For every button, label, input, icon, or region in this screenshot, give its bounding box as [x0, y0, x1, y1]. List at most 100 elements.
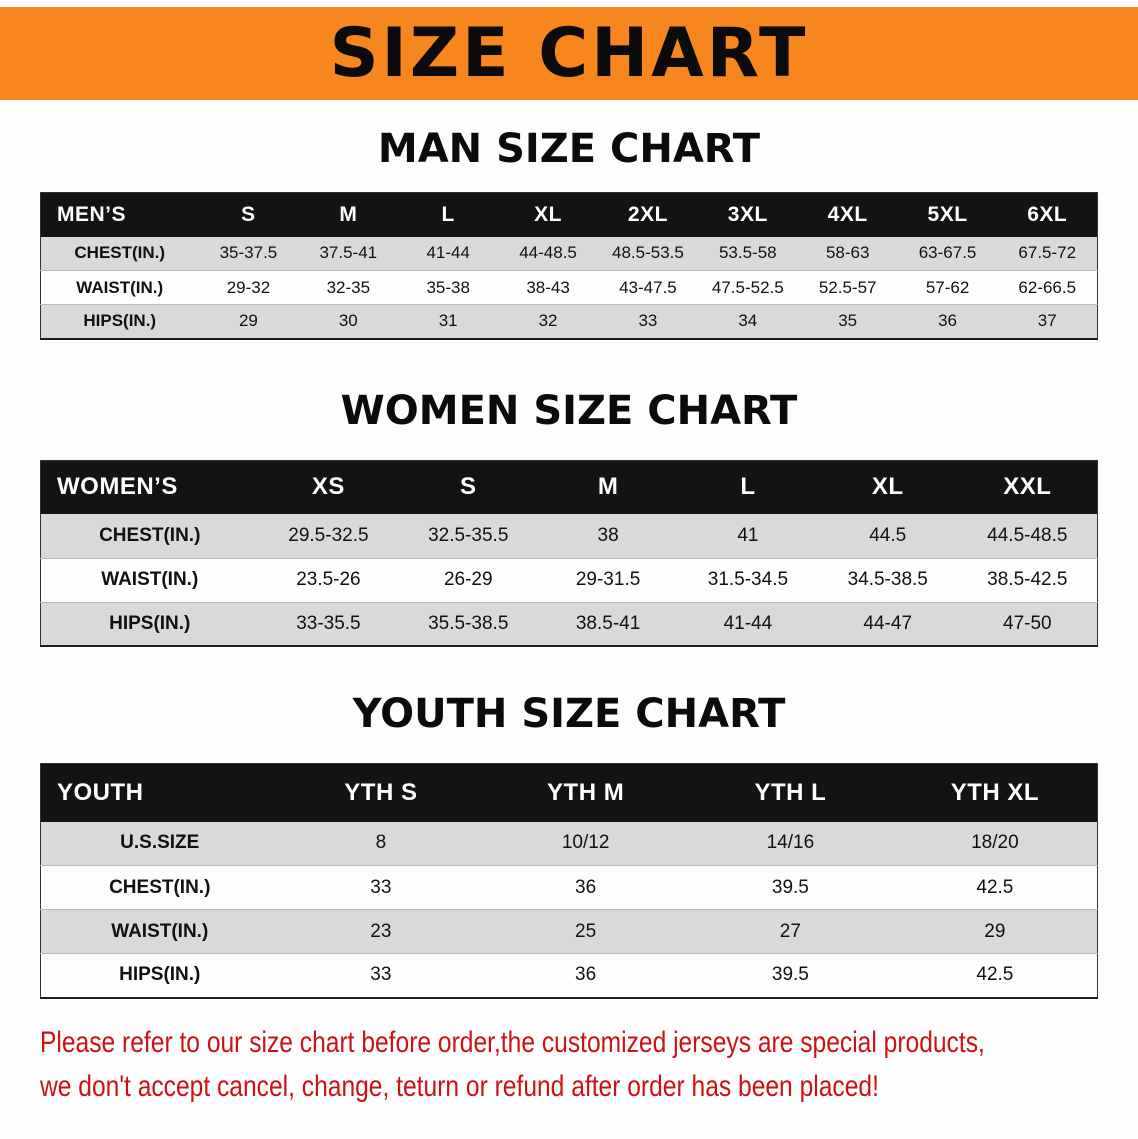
row-label: WAIST(IN.) [76, 277, 164, 297]
men-section: MAN SIZE CHART MEN’S S M L XL 2XL 3XL 4XL 5XL 6XL… [0, 126, 1138, 340]
size-value-cell: 26-29 [443, 569, 493, 590]
size-value-cell: 38.5-41 [575, 612, 641, 634]
youth-size-chart-heading: YOUTH SIZE CHART [352, 691, 786, 737]
size-value-cell: 33 [370, 876, 392, 898]
row-label: CHEST(IN.) [74, 243, 166, 263]
size-column-header: M [538, 460, 678, 514]
size-value-cell: 10/12 [561, 832, 610, 854]
size-value-cell: 32 [538, 311, 558, 331]
size-value-cell: 39.5 [771, 876, 809, 898]
table-row: CHEST(IN.) 29.5-32.5 32.5-35.5 38 41 44.5 44.5… [40, 514, 1098, 558]
youth-size-table: YOUTH YTH S YTH M YTH L YTH XL U.S.SIZE 8 10/12… [40, 763, 1098, 999]
size-value-cell: 25 [575, 920, 597, 942]
size-value-cell: 44.5-48.5 [987, 524, 1068, 546]
size-value-cell: 53.5-58 [718, 243, 777, 263]
size-column-header: S [198, 192, 299, 237]
size-value-cell: 41-44 [723, 612, 773, 634]
size-value-cell: 34 [738, 311, 758, 331]
size-value-cell: 62-66.5 [1018, 277, 1077, 297]
size-column-header: 5XL [897, 192, 998, 237]
size-value-cell: 36 [938, 311, 958, 331]
size-value-cell: 44.5 [869, 524, 907, 546]
size-value-cell: 34.5-38.5 [847, 569, 928, 590]
women-section: WOMEN SIZE CHART WOMEN’S XS S M L XL XXL CHEST(… [0, 387, 1138, 647]
size-value-cell: 41 [737, 524, 759, 546]
table-row: U.S.SIZE 8 10/12 14/16 18/20 [40, 821, 1098, 866]
size-column-header: XXL [957, 460, 1098, 514]
table-row: HIPS(IN.) 29 30 31 32 33 34 35 36 37 [40, 304, 1098, 339]
corner-header: WOMEN’S [40, 460, 259, 514]
size-value-cell: 43-47.5 [619, 277, 677, 297]
disclaimer-text: Please refer to our size chart before or… [40, 1021, 1122, 1109]
size-value-cell: 47-50 [1003, 612, 1052, 634]
women-size-chart-heading: WOMEN SIZE CHART [340, 387, 798, 434]
size-value-cell: 33-35.5 [296, 612, 361, 634]
size-value-cell: 67.5-72 [1018, 243, 1077, 263]
size-column-header: 6XL [997, 192, 1098, 237]
size-value-cell: 33 [638, 311, 658, 331]
row-label: HIPS(IN.) [83, 311, 157, 331]
size-column-header: 3XL [697, 192, 798, 237]
size-column-header: XS [258, 460, 399, 514]
size-value-cell: 44-48.5 [519, 243, 577, 263]
size-value-cell: 38 [597, 524, 619, 546]
row-label: U.S.SIZE [120, 832, 200, 854]
size-value-cell: 42.5 [976, 964, 1014, 986]
row-label: WAIST(IN.) [101, 569, 199, 590]
size-column-header: M [298, 192, 399, 237]
table-row: WAIST(IN.) 29-32 32-35 35-38 38-43 43-47.5 47.… [40, 270, 1098, 305]
size-column-header: YTH S [278, 763, 484, 822]
size-column-header: YTH M [483, 763, 688, 822]
women-size-table: WOMEN’S XS S M L XL XXL CHEST(IN.) 29.5-32.5 32.5… [40, 459, 1098, 647]
size-value-cell: 58-63 [825, 243, 870, 263]
table-row: WAIST(IN.) 23 25 27 29 [40, 909, 1098, 954]
header-row: WOMEN’S XS S M L XL XXL [40, 460, 1098, 514]
size-value-cell: 14/16 [766, 832, 815, 854]
size-value-cell: 23.5-26 [296, 569, 361, 590]
size-column-header: XL [498, 192, 598, 237]
size-value-cell: 31.5-34.5 [707, 569, 789, 590]
size-value-cell: 23 [370, 920, 392, 942]
size-value-cell: 37.5-41 [319, 243, 378, 263]
size-value-cell: 36 [575, 876, 597, 898]
size-value-cell: 29.5-32.5 [288, 524, 369, 546]
size-column-header: L [398, 192, 499, 237]
table-row: CHEST(IN.) 33 36 39.5 42.5 [40, 865, 1098, 910]
size-value-cell: 57-62 [925, 277, 970, 297]
size-value-cell: 8 [375, 832, 387, 854]
size-column-header: 2XL [598, 192, 698, 237]
size-value-cell: 29-32 [226, 277, 271, 297]
table-row: WAIST(IN.) 23.5-26 26-29 29-31.5 31.5-34.5 34… [40, 558, 1098, 602]
size-column-header: 4XL [797, 192, 898, 237]
size-value-cell: 38-43 [526, 277, 570, 297]
size-value-cell: 32.5-35.5 [428, 524, 509, 546]
size-column-header: YTH XL [892, 763, 1098, 822]
corner-header: YOUTH [40, 763, 279, 822]
size-value-cell: 42.5 [976, 876, 1014, 898]
corner-header: MEN’S [40, 192, 199, 237]
size-column-header: S [398, 460, 539, 514]
size-value-cell: 29 [984, 920, 1006, 942]
row-label: WAIST(IN.) [111, 920, 209, 942]
size-value-cell: 35-37.5 [219, 243, 278, 263]
size-value-cell: 35 [838, 311, 858, 331]
size-value-cell: 37 [1037, 311, 1057, 331]
size-value-cell: 18/20 [971, 832, 1019, 854]
size-value-cell: 39.5 [771, 964, 809, 986]
size-value-cell: 63-67.5 [918, 243, 977, 263]
size-value-cell: 48.5-53.5 [612, 243, 684, 263]
size-column-header: L [677, 460, 818, 514]
size-column-header: XL [817, 460, 958, 514]
size-value-cell: 44-47 [863, 612, 913, 634]
size-chart-banner: SIZE CHART [0, 7, 1138, 100]
size-value-cell: 33 [370, 964, 392, 986]
size-value-cell: 35-38 [426, 277, 470, 297]
row-label: CHEST(IN.) [109, 876, 211, 898]
size-value-cell: 47.5-52.5 [711, 277, 784, 297]
men-size-table: MEN’S S M L XL 2XL 3XL 4XL 5XL 6XL CHEST(IN.) 35-37… [40, 192, 1098, 340]
man-size-chart-heading: MAN SIZE CHART [377, 126, 761, 172]
table-row: CHEST(IN.) 35-37.5 37.5-41 41-44 44-48.5 48.5… [40, 236, 1098, 271]
table-row: HIPS(IN.) 33-35.5 35.5-38.5 38.5-41 41-44 44-… [40, 602, 1098, 646]
row-label: HIPS(IN.) [119, 964, 201, 986]
size-value-cell: 52.5-57 [818, 277, 877, 297]
